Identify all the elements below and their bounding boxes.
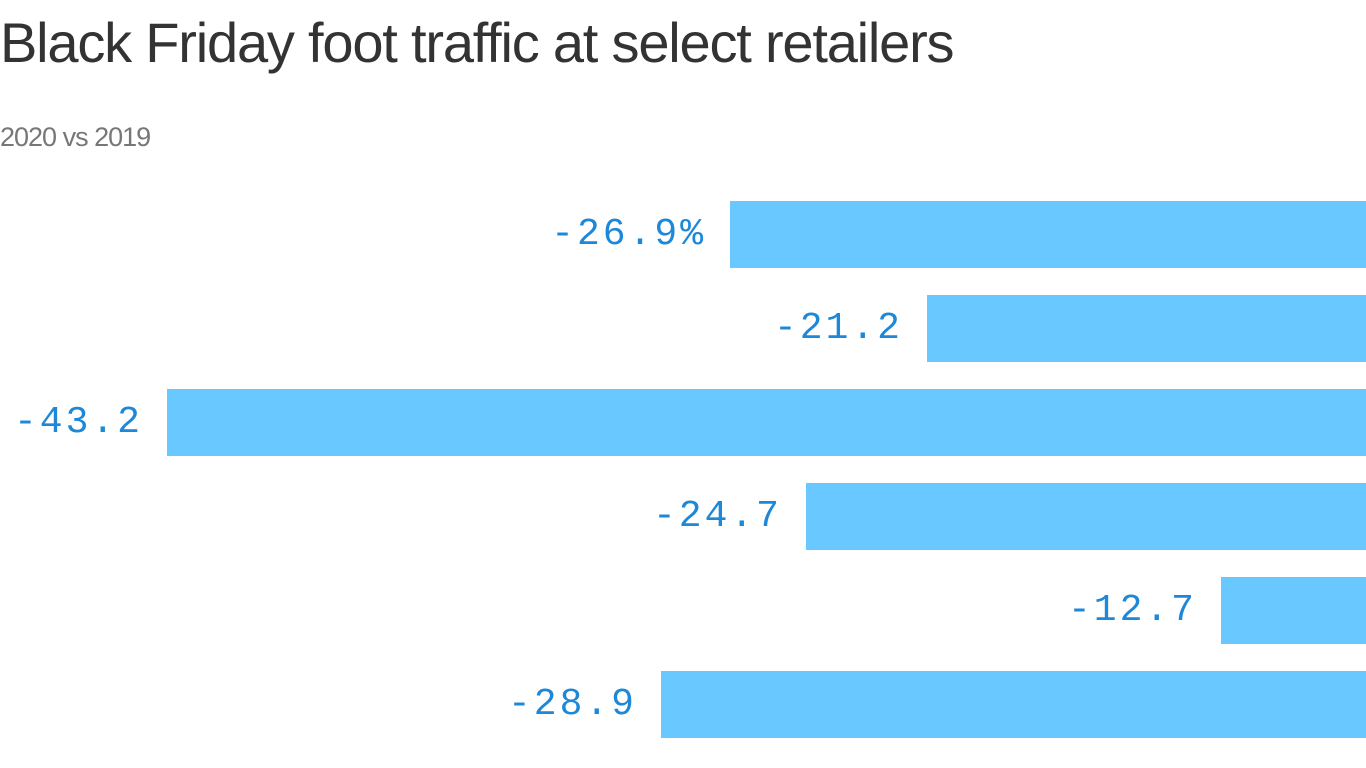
- bar-value-label: -24.7: [652, 495, 782, 538]
- bar: [730, 201, 1366, 268]
- bar: [167, 389, 1366, 456]
- chart-subtitle: 2020 vs 2019: [0, 122, 151, 152]
- bar-value-label: -21.2: [773, 307, 903, 350]
- bar: [927, 295, 1366, 362]
- bar: [1221, 577, 1366, 644]
- bar: [806, 483, 1366, 550]
- chart-title: Black Friday foot traffic at select reta…: [0, 11, 955, 74]
- bar-value-label: -43.2: [13, 401, 143, 444]
- bar-value-label: -26.9%: [551, 213, 706, 256]
- bar-value-label: -12.7: [1067, 589, 1197, 632]
- bar-value-label: -28.9: [507, 683, 637, 726]
- bar: [661, 671, 1366, 738]
